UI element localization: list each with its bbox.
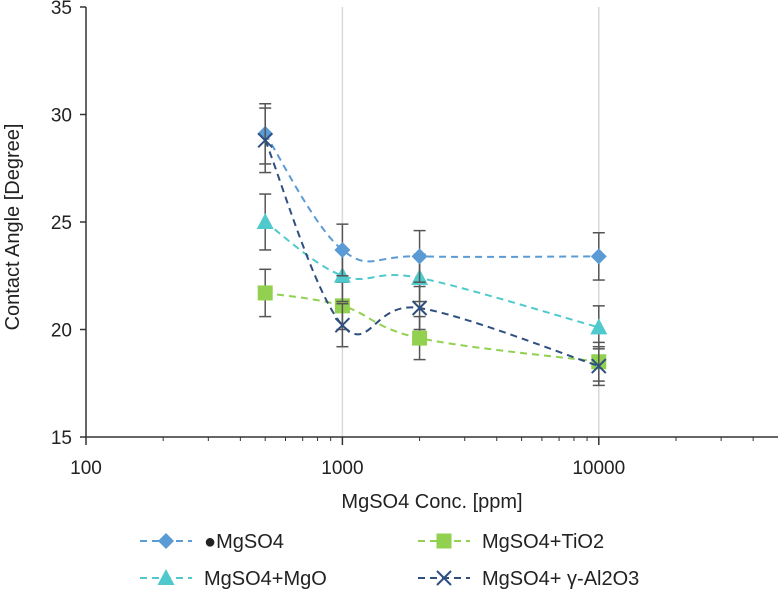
legend-label: MgSO4+ γ-Al2O3 [482,568,639,590]
x-tick-label: 1000 [321,458,363,479]
x-tick-label: 10000 [572,458,625,479]
legend-label: MgSO4+MgO [204,568,327,590]
data-point [256,213,274,229]
series-1 [257,103,607,283]
axes [80,6,778,445]
grid-lines [341,7,600,437]
data-point [411,300,428,316]
legend-item-2: MgSO4+TiO2 [418,531,604,553]
legend-marker [436,533,452,549]
y-tick-label: 25 [51,213,72,234]
y-tick-label: 20 [51,321,72,342]
series-2 [257,268,607,382]
data-point [590,318,608,335]
legend-item-4: MgSO4+ γ-Al2O3 [418,568,639,590]
data-point [411,248,428,265]
series-line [264,221,600,329]
data-point [334,317,351,333]
legend-label: ●MgSO4 [204,531,284,553]
legend: ●MgSO4 MgSO4+TiO2 MgSO4+MgO MgSO4+ γ-Al2O3 [140,531,639,590]
data-point [412,330,428,346]
y-tick-label: 15 [51,428,72,449]
legend-marker [157,569,175,585]
series-line [265,291,599,363]
x-tick-label: 100 [70,458,102,479]
legend-item-1: ●MgSO4 [140,531,284,553]
legend-marker [158,533,174,549]
x-marker-stroke [257,132,273,149]
y-tick-label: 30 [51,106,72,127]
legend-item-3: MgSO4+MgO [140,568,327,590]
x-axis-title: MgSO4 Conc. [ppm] [341,491,522,513]
legend-label: MgSO4+TiO2 [482,531,604,553]
legend-marker [436,570,452,586]
series-4 [257,107,607,387]
data-point [257,132,273,149]
series-line [264,133,599,263]
data-point [591,358,607,374]
series-3 [256,193,608,350]
tick-labels: 15 20 25 30 35 100 1000 10000 [51,0,625,479]
data-point [590,248,607,265]
x-marker-stroke [591,358,607,374]
data-point [257,285,273,301]
y-tick-label: 35 [51,0,72,19]
y-axis-title: Contact Angle [Degree] [2,124,24,331]
x-marker-stroke [334,317,351,333]
series-line [264,139,600,368]
data-point [334,241,351,258]
x-marker-stroke [436,570,452,586]
x-marker-stroke [411,300,428,316]
series-group [256,103,608,387]
